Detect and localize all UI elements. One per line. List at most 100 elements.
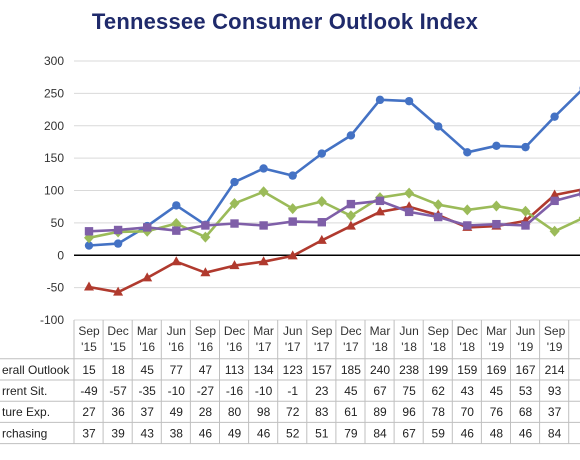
data-point [550,196,559,206]
series-line-0 [87,90,580,247]
x-tick-label-year: '16 [227,340,243,354]
table-cell: 134 [254,363,274,377]
table-cell: 84 [373,426,387,440]
table-cell: 68 [519,405,533,419]
table-cell: -57 [109,384,127,398]
table-cell: 45 [141,363,155,377]
table-cell: 83 [315,405,329,419]
x-tick-label-year: '17 [314,340,330,354]
x-tick-label-month: Sep [195,324,217,338]
table-cell: 59 [432,426,446,440]
table-cell: 46 [461,426,475,440]
table-cell: -10 [168,384,186,398]
x-tick-label-year: '19 [489,340,505,354]
table-cell: 80 [228,405,242,419]
data-point [172,226,181,235]
data-point [258,186,269,198]
y-tick-label: 100 [44,184,64,198]
data-point [171,218,182,230]
data-point [345,210,356,222]
data-point [492,219,501,229]
y-tick-label: 50 [51,216,65,230]
table-cell: 28 [199,405,213,419]
table-cell: -10 [255,384,273,398]
data-point [316,196,327,208]
data-point [375,196,385,206]
table-cell: 72 [286,405,300,419]
data-point [404,207,414,217]
data-point [433,199,444,211]
table-cell: 38 [170,426,184,440]
x-tick-label-year: '17 [285,340,301,354]
chart-title: Tennessee Consumer Outlook Index [91,9,479,34]
table-row-label: erall Outlook [2,363,70,377]
table-cell: 47 [199,363,213,377]
series-line-2 [87,190,580,240]
x-tick-label-month: Jun [283,324,302,338]
table-cell: 79 [344,426,358,440]
data-point [200,231,211,243]
data-point [287,250,298,260]
table-cell: 52 [286,426,300,440]
table-cell: 46 [199,426,213,440]
x-tick-label-year: '17 [343,340,359,354]
x-tick-label-year: '19 [547,340,563,354]
table-cell: -35 [139,384,157,398]
x-tick-label-month: Mar [137,324,158,338]
table-cell: 46 [257,426,271,440]
data-point [492,141,501,151]
y-tick-label: -50 [47,281,65,295]
y-tick-label: -100 [40,313,64,327]
table-cell: 48 [490,426,504,440]
data-point [375,206,385,216]
table-cell: 45 [490,384,504,398]
data-point [230,177,239,187]
data-point [491,200,502,212]
x-tick-label-month: Jun [516,324,535,338]
table-cell: 43 [461,384,475,398]
table-cell: 49 [228,426,242,440]
data-point [258,256,269,266]
x-tick-label-month: Sep [78,324,100,338]
data-point [230,219,239,228]
table-cell: 53 [519,384,533,398]
data-point [259,164,268,173]
x-tick-label-year: '15 [81,340,97,354]
table-cell: 37 [141,405,155,419]
table-cell: 159 [457,363,477,377]
table-cell: 37 [82,426,96,440]
table-cell: 123 [283,363,303,377]
table-cell: 238 [399,363,419,377]
x-tick-label-year: '18 [372,340,388,354]
data-point [550,112,559,121]
table-cell: 75 [402,384,416,398]
table-cell: 76 [490,405,504,419]
x-tick-label-month: Mar [253,324,274,338]
table-cell: 61 [344,405,358,419]
data-point [201,221,210,230]
table-cell: 84 [548,426,562,440]
table-cell: 67 [373,384,387,398]
table-cell: 89 [373,405,387,419]
table-cell: 45 [344,384,358,398]
table-cell: 49 [170,405,184,419]
table-cell: 98 [257,405,271,419]
x-tick-label-month: Mar [370,324,391,338]
table-cell: 93 [548,384,562,398]
data-point [113,239,123,248]
data-point [229,197,240,209]
y-tick-label: 0 [57,248,64,262]
x-tick-label-month: Sep [311,324,333,338]
x-tick-label-year: '18 [430,340,446,354]
table-cell: 15 [82,363,96,377]
table-cell: 169 [486,363,506,377]
table-cell: 23 [315,384,329,398]
table-cell: 113 [225,363,244,377]
data-point [520,205,531,217]
x-tick-label-year: '17 [256,340,272,354]
x-tick-label-year: '16 [168,340,184,354]
data-point [84,241,94,250]
data-point [259,221,268,230]
data-point [171,256,182,266]
